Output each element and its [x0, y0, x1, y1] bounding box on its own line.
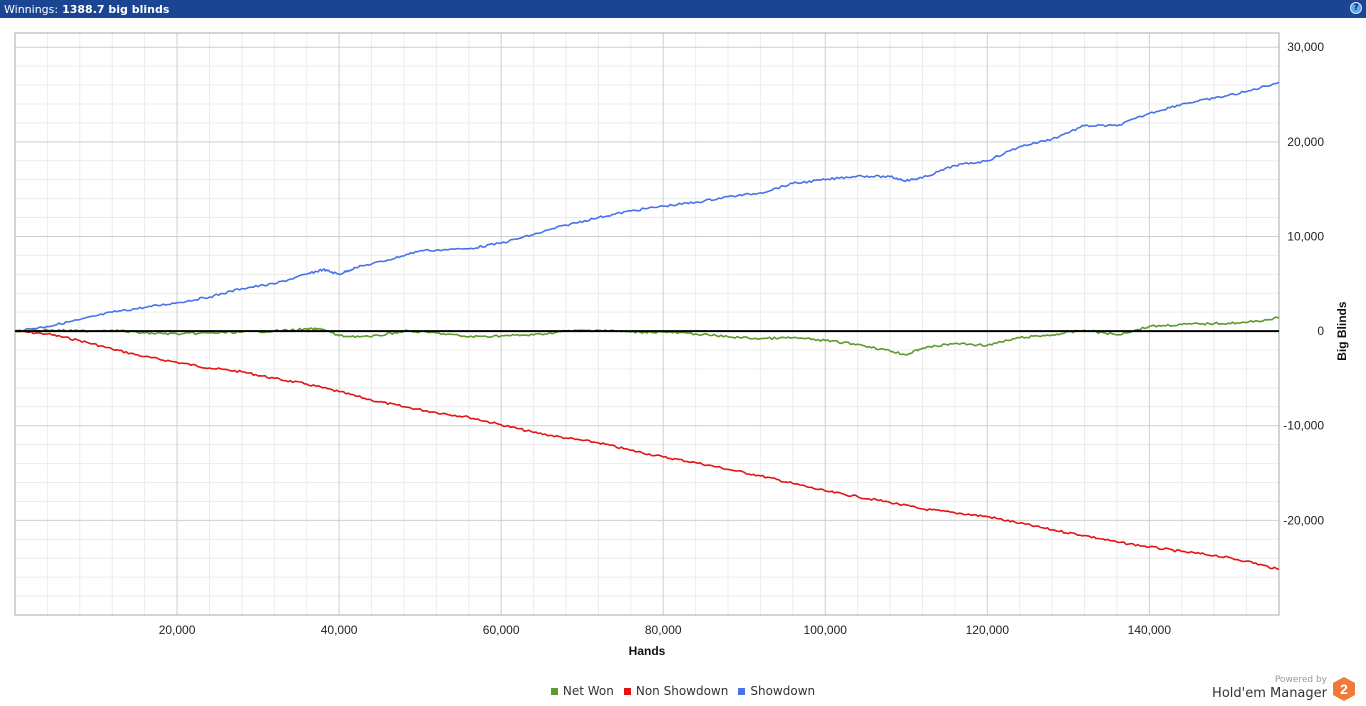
y-axis-label: Big Blinds — [1335, 301, 1349, 361]
brand-name: Hold'em Manager — [1212, 686, 1327, 701]
winnings-chart: 20,000 40,000 60,000 80,000 100,000 120,000 14… — [14, 32, 1349, 658]
plot-frame — [14, 32, 1280, 616]
legend-item-non-showdown[interactable]: Non Showdown — [623, 684, 729, 698]
legend-swatch — [738, 687, 746, 695]
logo-text: 2 — [1340, 681, 1348, 697]
y-tick-label: -20,000 — [1283, 513, 1324, 527]
grid-major — [15, 33, 1279, 615]
y-tick-label: 0 — [1317, 324, 1324, 338]
x-tick-label: 40,000 — [321, 623, 358, 637]
x-tick-label: 100,000 — [804, 623, 848, 637]
x-tick-label: 80,000 — [645, 623, 682, 637]
y-tick-label: -10,000 — [1283, 419, 1324, 433]
legend-swatch — [623, 687, 631, 695]
series-layer — [14, 81, 1280, 571]
x-tick-label: 60,000 — [483, 623, 520, 637]
y-tick-label: 30,000 — [1287, 40, 1324, 54]
x-tick-label: 140,000 — [1128, 623, 1172, 637]
legend-label: Net Won — [562, 684, 614, 698]
x-tick-label: 120,000 — [966, 623, 1010, 637]
y-axis-ticks: -20,000 -10,000 0 10,000 20,000 30,000 — [1283, 40, 1324, 527]
series-line-showdown — [14, 81, 1280, 332]
series-line-non-showdown — [14, 330, 1280, 571]
winnings-value: 1388.7 big blinds — [62, 2, 170, 16]
winnings-header: Winnings: 1388.7 big blinds ? — [0, 0, 1366, 18]
legend-swatch — [550, 687, 558, 695]
winnings-label: Winnings: — [4, 2, 59, 16]
question-mark-icon[interactable]: ? — [1350, 2, 1362, 14]
x-axis-ticks: 20,000 40,000 60,000 80,000 100,000 120,000 14… — [159, 623, 1172, 637]
legend-label: Non Showdown — [635, 684, 729, 698]
x-axis-label: Hands — [629, 644, 666, 658]
legend-item-net-won[interactable]: Net Won — [550, 684, 614, 698]
series-line-net-won — [14, 316, 1280, 356]
legend-item-showdown[interactable]: Showdown — [738, 684, 815, 698]
y-tick-label: 10,000 — [1287, 229, 1324, 243]
y-tick-label: 20,000 — [1287, 135, 1324, 149]
legend-label: Showdown — [750, 684, 816, 698]
chart-legend: Net Won Non Showdown Showdown — [0, 684, 1366, 698]
x-tick-label: 20,000 — [159, 623, 196, 637]
powered-by-text: Powered by — [1274, 675, 1327, 685]
hm2-logo-icon: 2 — [1333, 677, 1355, 701]
branding: Powered by Hold'em Manager 2 — [1212, 674, 1356, 702]
grid-minor — [15, 33, 1279, 615]
